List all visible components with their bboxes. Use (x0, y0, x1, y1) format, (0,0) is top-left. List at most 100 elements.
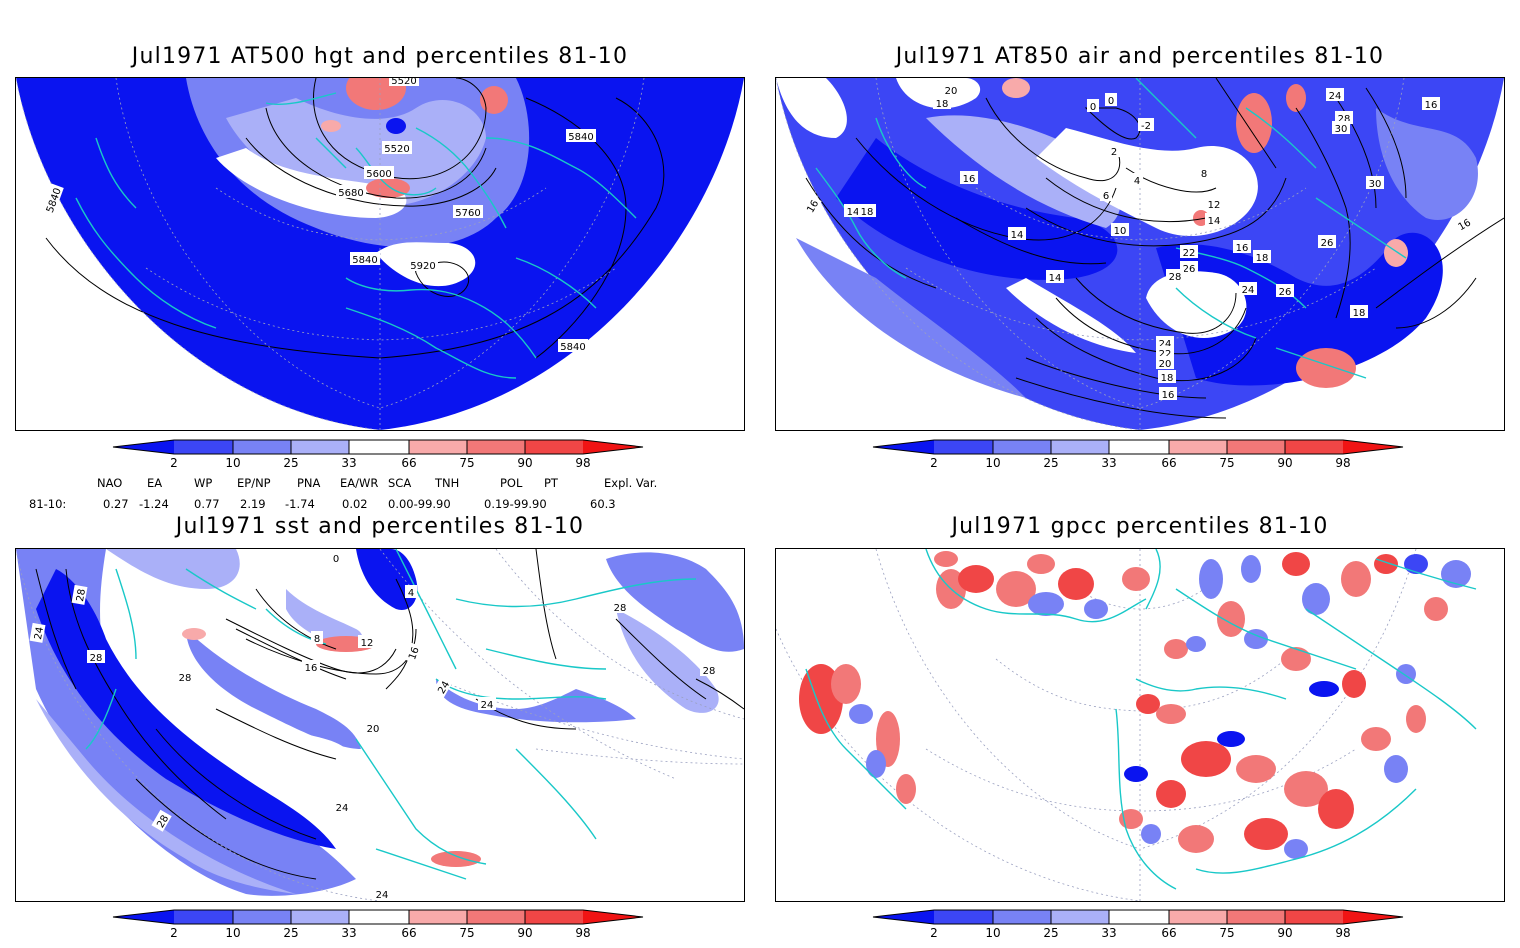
at850-contour-label: 16 (963, 174, 976, 185)
at850-contour-label: 10 (1114, 226, 1127, 237)
at500-anom-pos-4 (321, 120, 341, 132)
at500-contour-label: 5760 (455, 208, 480, 219)
colorbar-tick: 90 (517, 926, 533, 940)
colorbar-tick: 75 (1219, 926, 1235, 940)
sst-contour-label: 24 (336, 803, 349, 814)
sst-contour-label: 24 (33, 626, 46, 640)
at850-contour-label: 14 (847, 207, 860, 218)
index-header: EP/NP (237, 476, 271, 490)
index-value: 0.00-99.90 (388, 497, 451, 511)
sst-contour-label: 28 (90, 653, 103, 664)
at850-contour-label: 0 (1108, 96, 1114, 107)
panel-title-sst: Jul1971 sst and percentiles 81-10 (175, 514, 585, 539)
at850-contour-label: 12 (1208, 200, 1221, 211)
colorbar-tick: 98 (1335, 926, 1351, 940)
index-header: SCA (388, 476, 412, 490)
colorbar-tick: 75 (459, 926, 475, 940)
at850-contour-label: 16 (1162, 390, 1175, 401)
index-value: 0.27 (103, 497, 129, 511)
colorbar-svg (112, 909, 644, 925)
sst-contour-label: 24 (481, 700, 494, 711)
index-header: PNA (297, 476, 321, 490)
sst-contour-label: 16 (407, 646, 422, 662)
at850-contour-label: -2 (1141, 121, 1151, 132)
map-panel-sst: 24 28 28 28 20 24 16 12 8 4 0 16 24 24 2… (15, 548, 745, 902)
sst-contour-label: 0 (333, 554, 339, 565)
colorbar-tick: 2 (170, 926, 178, 940)
index-value: 0.19-99.90 (484, 497, 547, 511)
colorbar-tick: 2 (930, 926, 938, 940)
sst-contour-label: 28 (703, 666, 716, 677)
at850-contour-label: 14 (1208, 216, 1221, 227)
sst-contour-label: 20 (367, 724, 380, 735)
at850-contour-label: 6 (1103, 191, 1109, 202)
at500-contour-label: 5840 (560, 342, 585, 353)
at850-contour-label: 24 (1329, 91, 1342, 102)
at850-contour-label: 16 (1236, 243, 1249, 254)
colorbar-svg (872, 909, 1404, 925)
at850-contour-label: 14 (1049, 273, 1062, 284)
colorbar-tick: 25 (283, 456, 299, 470)
index-header: WP (194, 476, 213, 490)
at500-contour-label: 5680 (338, 188, 363, 199)
colorbar-tick: 66 (1161, 926, 1177, 940)
panel-title-at500: Jul1971 AT500 hgt and percentiles 81-10 (131, 44, 629, 69)
at500-anom-pos-2 (480, 86, 508, 114)
sst-contour-label: 28 (614, 603, 627, 614)
at850-contour-label: 26 (1279, 287, 1292, 298)
map-panel-at500: 5520 5600 5680 5760 5840 5840 5840 5840 … (15, 77, 745, 431)
sst-contour-label: 28 (75, 588, 88, 602)
colorbar-tick: 66 (1161, 456, 1177, 470)
map-panel-at850: 20 18 14 16 0 0 -2 2 4 6 8 10 12 14 16 1… (775, 77, 1505, 431)
index-value: 0.02 (342, 497, 368, 511)
sst-contour-label: 16 (305, 663, 318, 674)
colorbar-tick: 66 (401, 926, 417, 940)
index-header: EA (147, 476, 163, 490)
index-value: 60.3 (590, 497, 616, 511)
at850-contour-label: 2 (1111, 147, 1117, 158)
index-header: NAO (97, 476, 123, 490)
colorbar-sst: 2 10 25 33 66 75 90 98 (112, 909, 644, 948)
colorbar-tick: 75 (459, 456, 475, 470)
at850-contour-labels: 20 18 14 16 0 0 -2 2 4 6 8 10 12 14 16 1… (801, 83, 1475, 401)
at850-contour-label: 26 (1321, 238, 1334, 249)
at500-map-svg: 5520 5600 5680 5760 5840 5840 5840 5840 … (16, 78, 744, 430)
at500-anom-pos-3 (366, 178, 410, 198)
at850-map-svg: 20 18 14 16 0 0 -2 2 4 6 8 10 12 14 16 1… (776, 78, 1504, 430)
at850-contour-label: 28 (1169, 272, 1182, 283)
at500-anom-neg-1 (386, 118, 406, 134)
index-header: EA/WR (340, 476, 379, 490)
sst-contour-label: 12 (361, 638, 374, 649)
at850-contour-label: 22 (1183, 248, 1196, 259)
colorbar-tick: 98 (575, 456, 591, 470)
colorbar-tick: 33 (1101, 456, 1117, 470)
at850-contour-label: 18 (1256, 253, 1269, 264)
colorbar-tick: 66 (401, 456, 417, 470)
sst-contour-labels: 24 28 28 28 20 24 16 12 8 4 0 16 24 24 2… (29, 551, 718, 901)
at850-contour-label: 26 (1183, 264, 1196, 275)
at850-contour-label: 14 (1011, 230, 1024, 241)
map-panel-gpcc (775, 548, 1505, 902)
sst-contour-label: 24 (376, 890, 389, 901)
at850-contour-label: 20 (1159, 359, 1172, 370)
gpcc-map-svg (776, 549, 1477, 901)
at500-contour-label: 5920 (410, 261, 435, 272)
colorbar-at850: 2 10 25 33 66 75 90 98 (872, 439, 1404, 478)
at850-contour-label: 0 (1090, 102, 1096, 113)
colorbar-tick: 25 (1043, 926, 1059, 940)
colorbar-tick: 10 (225, 456, 241, 470)
sst-map-svg: 24 28 28 28 20 24 16 12 8 4 0 16 24 24 2… (16, 549, 744, 901)
at850-contour-label: 22 (1159, 349, 1172, 360)
at850-contour-label: 20 (945, 86, 958, 97)
colorbar-at500: 2 10 25 33 66 75 90 98 (112, 439, 644, 478)
at850-contour-label: 18 (1161, 373, 1174, 384)
gpcc-precip-patches (799, 551, 1471, 859)
index-row-label: 81-10: (29, 497, 67, 511)
colorbar-tick: 2 (930, 456, 938, 470)
colorbar-tick: 33 (341, 456, 357, 470)
at500-contour-label: 5600 (366, 169, 391, 180)
at850-contour-label: 28 (1338, 114, 1351, 125)
colorbar-tick: 90 (1277, 926, 1293, 940)
colorbar-tick: 10 (985, 926, 1001, 940)
sst-contour-label: 28 (179, 673, 192, 684)
